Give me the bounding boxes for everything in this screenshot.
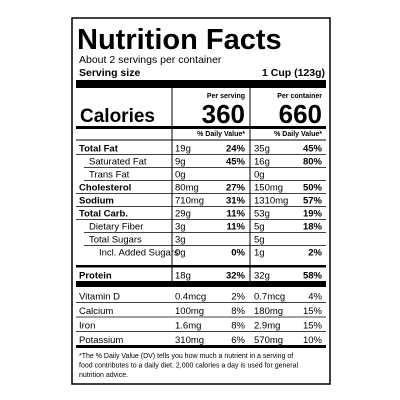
amount: 35g [254, 144, 270, 155]
daily-value: 6% [231, 335, 245, 346]
amount: 32g [254, 271, 270, 282]
nutrient-label: Trans Fat [89, 170, 130, 181]
calories-container: 660 [279, 99, 322, 129]
thick-rule [76, 80, 326, 88]
calories-label: Calories [80, 106, 155, 127]
nutrient-label: Vitamin D [79, 292, 120, 303]
daily-value: 2% [231, 292, 245, 303]
column-header: Per container [277, 93, 322, 100]
amount: 29g [175, 209, 191, 220]
amount: 100mg [175, 306, 204, 317]
amount: 0.4mcg [175, 292, 206, 303]
nutrient-label: Total Sugars [89, 235, 142, 246]
amount: 80mg [175, 183, 199, 194]
nutrient-label: Total Fat [79, 144, 119, 155]
daily-value: 8% [231, 306, 245, 317]
amount: 0g [254, 170, 265, 181]
daily-value: 31% [226, 196, 246, 207]
medium-rule [76, 126, 326, 129]
footnote: nutrition advice. [79, 372, 128, 379]
nutrient-label: Total Carb. [79, 209, 128, 220]
daily-value: 0% [231, 248, 245, 259]
daily-value: 8% [231, 321, 245, 332]
daily-value: 19% [303, 209, 323, 220]
amount: 16g [254, 157, 270, 168]
daily-value: 11% [227, 222, 246, 233]
amount: 53g [254, 209, 270, 220]
daily-value: 15% [303, 306, 323, 317]
nutrient-label: Saturated Fat [89, 157, 147, 168]
calories-serving: 360 [202, 99, 245, 129]
daily-value: 58% [303, 271, 323, 282]
amount: 0g [175, 170, 186, 181]
daily-value: 50% [303, 183, 323, 194]
dv-header: % Daily Value* [197, 131, 245, 138]
amount: 18g [175, 271, 191, 282]
footnote: food contributes to a daily diet. 2,000 … [79, 363, 299, 370]
daily-value: 11% [227, 209, 246, 220]
title: Nutrition Facts [77, 24, 282, 56]
daily-value: 24% [226, 144, 246, 155]
thick-rule [76, 281, 326, 287]
nutrient-label: Cholesterol [79, 183, 131, 194]
daily-value: 57% [303, 196, 323, 207]
amount: 3g [175, 222, 186, 233]
amount: 1.6mg [175, 321, 201, 332]
daily-value: 45% [303, 144, 323, 155]
amount: 180mg [254, 306, 283, 317]
amount: 1310mg [254, 196, 288, 207]
daily-value: 15% [303, 321, 323, 332]
amount: 570mg [254, 335, 283, 346]
amount: 310mg [175, 335, 204, 346]
nutrient-label: Iron [79, 321, 95, 332]
footnote: *The % Daily Value (DV) tells you how mu… [79, 353, 293, 360]
medium-rule [76, 345, 326, 348]
daily-value: 45% [226, 157, 246, 168]
column-header: Per serving [207, 93, 245, 100]
dv-header: % Daily Value* [274, 131, 322, 138]
amount: 0.7mcg [254, 292, 285, 303]
amount: 9g [175, 157, 186, 168]
daily-value: 18% [303, 222, 323, 233]
amount: 1g [254, 248, 265, 259]
daily-value: 10% [303, 335, 323, 346]
amount: 150mg [254, 183, 283, 194]
nutrient-label: Dietary Fiber [89, 222, 143, 233]
nutrient-label: Incl. Added Sugars [99, 248, 179, 259]
amount: 19g [175, 144, 191, 155]
amount: 710mg [175, 196, 204, 207]
daily-value: 32% [226, 271, 246, 282]
servings: About 2 servings per container [79, 54, 222, 66]
medium-rule [76, 265, 326, 268]
nutrient-label: Potassium [79, 335, 123, 346]
nutrient-label: Protein [79, 271, 112, 282]
serving-size-label: Serving size [79, 67, 140, 79]
daily-value: 4% [308, 292, 322, 303]
amount: 5g [254, 235, 265, 246]
daily-value: 2% [308, 248, 322, 259]
nutrient-label: Calcium [79, 306, 113, 317]
amount: 2.9mg [254, 321, 280, 332]
amount: 0g [175, 248, 186, 259]
amount: 5g [254, 222, 265, 233]
nutrient-label: Sodium [79, 196, 114, 207]
daily-value: 27% [226, 183, 246, 194]
label-border [71, 17, 331, 385]
daily-value: 80% [303, 157, 323, 168]
amount: 3g [175, 235, 186, 246]
serving-size: 1 Cup (123g) [262, 67, 325, 79]
